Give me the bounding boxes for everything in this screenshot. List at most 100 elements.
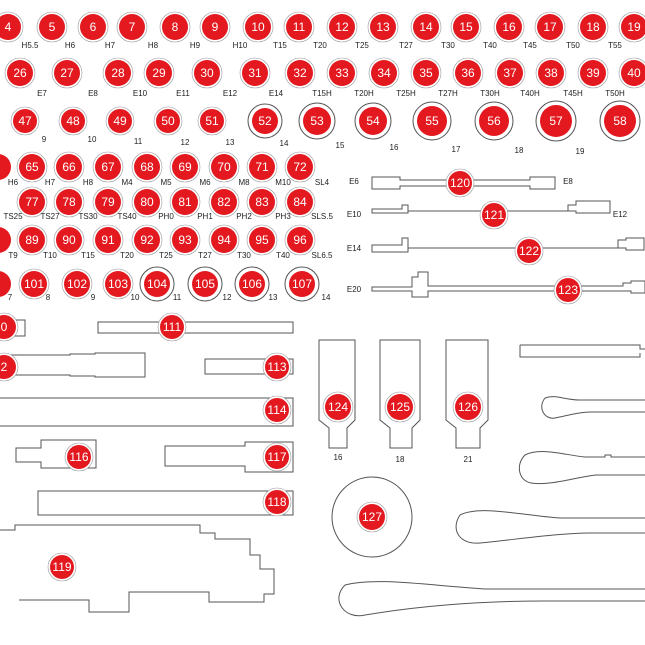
badge-number: 122: [519, 244, 539, 258]
size-label: H6: [65, 41, 76, 50]
badge-number: 82: [217, 195, 231, 209]
size-label: M10: [275, 178, 291, 187]
badge: [54, 60, 80, 86]
size-label: H5.5: [22, 41, 39, 50]
badge-number: 90: [62, 233, 76, 247]
size-label: T50: [566, 41, 580, 50]
size-label: E12: [223, 89, 238, 98]
badge-number: 13: [376, 20, 390, 34]
badge: [56, 227, 82, 253]
size-label: M6: [199, 178, 211, 187]
size-label: PH2: [236, 212, 252, 221]
badge-number: 37: [503, 66, 517, 80]
badge: [160, 315, 184, 339]
badge: [448, 171, 472, 195]
size-label: 11: [173, 293, 182, 302]
size-label: 9: [91, 293, 96, 302]
size-label: H9: [190, 41, 201, 50]
badge: [497, 60, 523, 86]
badge-number: 127: [362, 510, 382, 524]
badge-number: 77: [25, 195, 39, 209]
size-label: T40H: [520, 89, 540, 98]
size-label: E7: [37, 89, 47, 98]
size-label: H10: [233, 41, 248, 50]
badge: [621, 14, 645, 40]
badge: [95, 154, 121, 180]
badge: [286, 14, 312, 40]
badge-number: 65: [25, 160, 39, 174]
badge-number: 113: [267, 360, 286, 374]
size-label: H8: [83, 178, 94, 187]
size-label: 11: [134, 137, 143, 146]
badge-number: 4: [5, 20, 12, 34]
size-label: H7: [45, 178, 56, 187]
badge: [200, 109, 224, 133]
badge-number: 33: [335, 66, 349, 80]
badge: [56, 189, 82, 215]
size-label: T27: [198, 251, 212, 260]
badge: [479, 106, 509, 136]
badge: [67, 445, 91, 469]
badge: [387, 394, 413, 420]
size-label: T25H: [396, 89, 416, 98]
badge-number: 119: [52, 560, 71, 574]
badge-number: 58: [613, 114, 627, 128]
badge-number: 105: [195, 277, 215, 291]
size-label: 12: [223, 293, 232, 302]
badge-number: 79: [101, 195, 115, 209]
size-label: E11: [176, 89, 190, 98]
badge-number: 48: [66, 114, 80, 128]
badge: [19, 189, 45, 215]
size-label: T15: [273, 41, 287, 50]
badge: [538, 60, 564, 86]
badge: [580, 14, 606, 40]
badge: [95, 189, 121, 215]
badge: [105, 271, 131, 297]
badge-number: 118: [267, 495, 286, 509]
badge-number: 125: [390, 400, 410, 414]
size-label: 8: [46, 293, 51, 302]
badge-number: 49: [113, 114, 127, 128]
badge-number: 72: [293, 160, 307, 174]
size-label: 7: [8, 293, 13, 302]
badge-number: 91: [101, 233, 115, 247]
badge-number: 53: [310, 114, 324, 128]
size-label: T20: [313, 41, 327, 50]
badge-number: 51: [205, 114, 219, 128]
size-label: E14: [347, 244, 362, 253]
badge-number: 84: [293, 195, 307, 209]
badge: [329, 14, 355, 40]
size-label: E12: [613, 210, 628, 219]
badge: [13, 109, 37, 133]
badge: [265, 490, 289, 514]
badge: [56, 154, 82, 180]
size-label: E8: [88, 89, 98, 98]
badge-number: 5: [49, 20, 56, 34]
badge: [556, 278, 580, 302]
badge: [21, 271, 47, 297]
size-label: M5: [160, 178, 172, 187]
badge: [172, 154, 198, 180]
size-label: SLS.5: [311, 212, 333, 221]
badge: [39, 14, 65, 40]
outlines: [0, 154, 645, 617]
badge-number: 10: [251, 20, 265, 34]
badge: [453, 14, 479, 40]
badge: [119, 14, 145, 40]
badge: [172, 189, 198, 215]
badge: [192, 271, 218, 297]
badge-number: 71: [255, 160, 269, 174]
badge-number: 31: [248, 66, 262, 80]
size-label: T30H: [480, 89, 500, 98]
size-label: H8: [148, 41, 159, 50]
badge: [580, 60, 606, 86]
size-label: 13: [226, 138, 235, 147]
badge-number: 40: [627, 66, 641, 80]
badge: [61, 109, 85, 133]
size-label: 16: [334, 453, 343, 462]
badge: [371, 60, 397, 86]
badge-number: 66: [62, 160, 76, 174]
size-label: E10: [347, 210, 362, 219]
badge-number: 27: [60, 66, 74, 80]
badge-number: 50: [161, 114, 175, 128]
